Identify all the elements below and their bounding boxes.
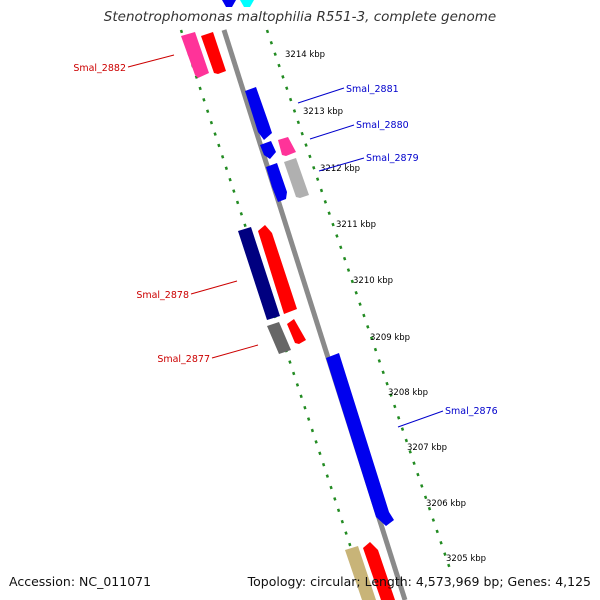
gene-smal-2880[interactable]	[278, 137, 296, 156]
gene-top-blue[interactable]	[222, 0, 236, 7]
kbp-label-3208: 3208 kbp	[388, 388, 428, 398]
kbp-label-3214: 3214 kbp	[285, 50, 325, 60]
gene-smal-2876[interactable]	[326, 353, 394, 526]
gene-smal-2877-red[interactable]	[287, 319, 306, 344]
gene-label-smal-2881[interactable]: Smal_2881	[346, 84, 399, 95]
gene-smal-2881[interactable]	[245, 87, 272, 140]
kbp-label-3213: 3213 kbp	[303, 107, 343, 117]
gene-smal-2879[interactable]	[284, 158, 309, 198]
kbp-label-3209: 3209 kbp	[370, 333, 410, 343]
gene-smal-2878-red[interactable]	[258, 225, 297, 314]
gene-smal-2882-a[interactable]	[181, 32, 209, 78]
kbp-label-3205: 3205 kbp	[446, 554, 486, 564]
topology-text: Topology: circular; Length: 4,573,969 bp…	[247, 574, 591, 589]
label-leaders	[127, 54, 444, 428]
gene-top-cyan[interactable]	[240, 0, 254, 7]
gene-smal-2877[interactable]	[267, 322, 291, 354]
gene-label-smal-2876[interactable]: Smal_2876	[445, 406, 498, 417]
gene-label-smal-2880[interactable]: Smal_2880	[356, 120, 409, 131]
kbp-label-3210: 3210 kbp	[353, 276, 393, 286]
gene-label-smal-2882[interactable]: Smal_2882	[73, 63, 126, 74]
kbp-label-3211: 3211 kbp	[336, 220, 376, 230]
gene-smal-2878[interactable]	[238, 227, 280, 320]
kbp-label-3212: 3212 kbp	[320, 164, 360, 174]
gene-bottom-khaki[interactable]	[345, 546, 376, 600]
gene-label-smal-2878[interactable]: Smal_2878	[136, 290, 189, 301]
gene-bottom-red[interactable]	[363, 542, 395, 600]
kbp-label-3207: 3207 kbp	[407, 443, 447, 453]
kbp-label-3206: 3206 kbp	[426, 499, 466, 509]
accession-text: Accession: NC_011071	[9, 574, 152, 589]
gene-smal-2879-blue[interactable]	[266, 163, 287, 202]
gene-label-smal-2877[interactable]: Smal_2877	[157, 354, 210, 365]
gene-smal-2882-b[interactable]	[201, 32, 226, 74]
gene-label-smal-2879[interactable]: Smal_2879	[366, 153, 419, 164]
map-title: Stenotrophomonas maltophilia R551-3, com…	[103, 9, 497, 25]
gene-smal-2880-blue[interactable]	[260, 141, 276, 159]
